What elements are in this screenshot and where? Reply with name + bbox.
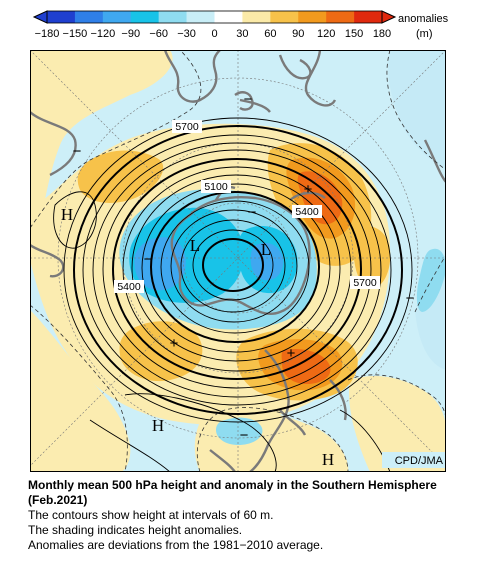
minus-sign-south: −: [240, 427, 249, 444]
colorbar-tick-label: −180: [35, 28, 60, 40]
colorbar-cell: [242, 11, 271, 23]
coastlines: [30, 50, 446, 472]
contour-label-5700-right: 5700: [353, 277, 377, 289]
caption-title: Monthly mean 500 hPa height and anomaly …: [28, 478, 437, 507]
colorbar-tick-label: 60: [264, 28, 276, 40]
colorbar-tick-label: −60: [149, 28, 168, 40]
height-contours-thin: [53, 117, 413, 472]
height-contours-thick: [73, 125, 403, 415]
map-frame: [30, 50, 446, 472]
anomaly-weak-negative: [388, 50, 446, 170]
contour-labels: 5700 5100 5400 5400 5700: [114, 120, 380, 293]
colorbar-cell: [130, 11, 159, 23]
colorbar-cell: [270, 11, 299, 23]
colorbar-cell: [326, 11, 355, 23]
pressure-markers: H H H L L: [61, 205, 334, 469]
colorbar-tick-label: 180: [373, 28, 391, 40]
caption-line-3: Anomalies are deviations from the 1981−2…: [28, 538, 324, 552]
plus-sign-s: +: [287, 345, 296, 362]
colorbar-cell: [354, 11, 383, 23]
anomaly-colorbar: −180 −150 −120 −90 −60 −30 0 30 60 90 120 150 180 an…: [32, 10, 449, 40]
map-credit: CPD/JMA: [395, 455, 444, 467]
height-anomaly-map: 5700 5100 5400 5400 5700 H H H L L + + +…: [30, 50, 446, 472]
anomaly-weak-positive: [30, 50, 173, 230]
colorbar-unit-label: anomalies: [398, 13, 449, 25]
colorbar-tick-label: 90: [292, 28, 304, 40]
contour-label-5400-left: 5400: [117, 281, 141, 293]
minus-sign-center: −: [144, 251, 153, 268]
minus-sign-east: −: [406, 290, 415, 307]
plus-sign-sw: +: [170, 335, 179, 352]
colorbar-tick-label: −30: [177, 28, 196, 40]
colorbar-tick-label: −120: [90, 28, 115, 40]
colorbar-right-arrow: [381, 10, 397, 24]
minus-sign-n: −: [244, 91, 253, 108]
colorbar-tick-label: 150: [345, 28, 363, 40]
colorbar-tick-label: 0: [211, 28, 217, 40]
colorbar-cell: [298, 11, 327, 23]
anomaly-weak-positive: [30, 310, 131, 472]
caption-line-2: The shading indicates height anomalies.: [28, 523, 243, 537]
colorbar-cell: [102, 11, 132, 23]
colorbar-left-arrow: [32, 10, 48, 24]
colorbar-ticks: −180 −150 −120 −90 −60 −30 0 30 60 90 120 150 180: [35, 28, 392, 40]
high-marker-bottom: H: [152, 416, 164, 435]
low-marker-center: L: [190, 236, 200, 255]
low-marker-right: L: [261, 240, 271, 259]
colorbar-tick-label: 120: [317, 28, 335, 40]
colorbar-unit: (m): [416, 28, 433, 40]
colorbar-cell: [74, 11, 104, 23]
high-marker-left: H: [61, 205, 73, 224]
colorbar-cell: [158, 11, 187, 23]
anomaly-weak-positive: [349, 375, 446, 472]
minus-sign-nw: −: [73, 143, 82, 160]
anomaly-signs: + + + − − − − − −: [73, 91, 415, 444]
minus-sign-inner: −: [248, 204, 257, 221]
colorbar-cells: [46, 10, 383, 24]
plus-sign-ne: +: [304, 181, 313, 198]
polar-map: 5700 5100 5400 5400 5700 H H H L L + + +…: [30, 50, 446, 472]
anomaly-negative-south: [216, 417, 263, 445]
colorbar-tick-label: −150: [63, 28, 88, 40]
colorbar-cell: [47, 11, 76, 23]
zero-anomaly-contours: [30, 50, 446, 472]
contour-label-5700-top: 5700: [175, 121, 199, 133]
colorbar-cell: [214, 11, 243, 23]
colorbar-tick-label: 30: [236, 28, 248, 40]
high-marker-bottom-right: H: [322, 450, 334, 469]
colorbar-tick-label: −90: [121, 28, 140, 40]
contour-label-5100: 5100: [204, 181, 228, 193]
caption-line-1: The contours show height at intervals of…: [28, 508, 274, 522]
colorbar-cell: [186, 11, 215, 23]
contour-label-5400-right: 5400: [295, 206, 319, 218]
